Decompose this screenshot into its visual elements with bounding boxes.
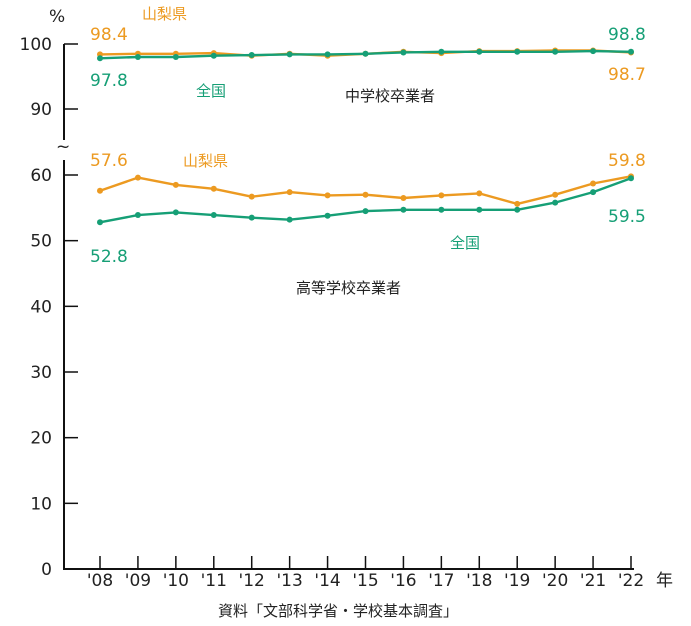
high-school-yamanashi-point: [324, 192, 331, 199]
junior-high-national-point: [286, 51, 293, 58]
junior-high-national-label: 全国: [196, 82, 226, 100]
y-tick-label: 10: [30, 494, 52, 514]
y-tick-label: 30: [30, 363, 52, 383]
junior-high-national-point: [590, 48, 597, 55]
series-layer: [97, 47, 634, 226]
high-school-yamanashi-point: [286, 189, 293, 196]
x-tick-label: '14: [314, 571, 340, 591]
junior-high-national-point: [552, 48, 559, 55]
junior-high-yamanashi-label: 山梨県: [142, 5, 187, 23]
high-school-yamanashi-point: [552, 191, 559, 198]
x-tick-label: '22: [618, 571, 644, 591]
y-tick-label: 90: [30, 100, 52, 120]
high-school-yamanashi-point: [438, 192, 445, 199]
junior-high-national-point: [362, 50, 369, 57]
axis-break-mark: ~: [56, 137, 70, 157]
y-tick-label: 0: [41, 560, 52, 580]
junior-high-national-point: [97, 55, 103, 62]
x-tick-label: '10: [163, 571, 189, 591]
junior-high-national-point: [628, 48, 634, 55]
high-school-national-first-value: 52.8: [90, 247, 128, 267]
junior-high-national-point: [172, 54, 179, 60]
high-school-yamanashi-point: [248, 193, 255, 200]
x-tick-label: '20: [542, 571, 568, 591]
high-school-national-last-value: 59.5: [608, 207, 646, 227]
high-school-yamanashi-point: [172, 181, 179, 188]
high-school-national-point: [286, 216, 293, 223]
junior-high-national-point: [514, 48, 521, 55]
high-school-yamanashi-point: [210, 185, 217, 192]
y-unit-label: %: [49, 7, 65, 27]
high-school-yamanashi-last-value: 59.8: [608, 151, 646, 171]
high-school-yamanashi-point: [400, 194, 407, 201]
high-school-national-point: [628, 175, 634, 182]
high-school-national-point: [172, 209, 179, 216]
junior-high-national-point: [400, 49, 407, 56]
junior-high-national-point: [324, 51, 331, 58]
high-school-yamanashi-line: [99, 175, 632, 206]
high-school-national-point: [134, 212, 141, 219]
y-tick-label: 20: [30, 429, 52, 449]
high-school-yamanashi-first-value: 57.6: [90, 151, 128, 171]
junior-high-national-point: [248, 52, 255, 59]
x-tick-label: '08: [87, 571, 113, 591]
high-school-national-point: [552, 199, 559, 206]
junior-high-yamanashi-first-value: 98.4: [90, 25, 128, 45]
y-tick-label: 40: [30, 297, 52, 317]
x-tick-label: '17: [428, 571, 454, 591]
axes-layer: 90 100 0 10 20 30 40 50 60 '08 '09 '10 '11 '12 '13 '14 '…: [20, 35, 645, 591]
x-tick-label: '16: [390, 571, 416, 591]
junior-high-group-label: 中学校卒業者: [345, 87, 435, 105]
junior-high-yamanashi-last-value: 98.7: [608, 65, 646, 85]
high-school-national-point: [514, 206, 521, 213]
source-note: 資料「文部科学省・学校基本調査」: [218, 602, 458, 620]
junior-high-national-last-value: 98.8: [608, 25, 646, 45]
high-school-national-label: 全国: [450, 234, 480, 252]
high-school-yamanashi-point: [134, 174, 141, 181]
y-tick-label: 60: [30, 166, 52, 186]
junior-high-national-point: [134, 54, 141, 60]
x-tick-label: '11: [201, 571, 227, 591]
x-tick-label: '09: [125, 571, 151, 591]
high-school-national-point: [400, 206, 407, 213]
high-school-national-point: [438, 206, 445, 213]
high-school-yamanashi-point: [362, 191, 369, 198]
high-school-national-point: [362, 208, 369, 215]
high-school-yamanashi-point: [590, 180, 597, 187]
y-tick-label: 100: [20, 35, 52, 55]
high-school-yamanashi-point: [97, 187, 103, 194]
high-school-yamanashi-label: 山梨県: [183, 152, 228, 170]
high-school-yamanashi-point: [514, 200, 521, 207]
junior-high-national-first-value: 97.8: [90, 71, 128, 91]
high-school-national-point: [324, 212, 331, 219]
junior-high-national-point: [438, 48, 445, 55]
high-school-national-point: [97, 219, 103, 226]
junior-high-national-point: [476, 48, 483, 55]
x-tick-label: '15: [352, 571, 378, 591]
y-tick-label: 50: [30, 232, 52, 252]
junior-high-national-point: [210, 52, 217, 59]
x-unit-label: 年: [656, 571, 673, 591]
high-school-yamanashi-point: [476, 190, 483, 197]
x-tick-label: '18: [466, 571, 492, 591]
x-tick-label: '21: [580, 571, 606, 591]
high-school-national-point: [210, 212, 217, 219]
high-school-group-label: 高等学校卒業者: [296, 279, 401, 297]
high-school-national-point: [590, 189, 597, 196]
high-school-national-point: [248, 214, 255, 221]
x-tick-label: '13: [276, 571, 302, 591]
x-tick-label: '19: [504, 571, 530, 591]
high-school-national-point: [476, 206, 483, 213]
x-tick-label: '12: [239, 571, 265, 591]
